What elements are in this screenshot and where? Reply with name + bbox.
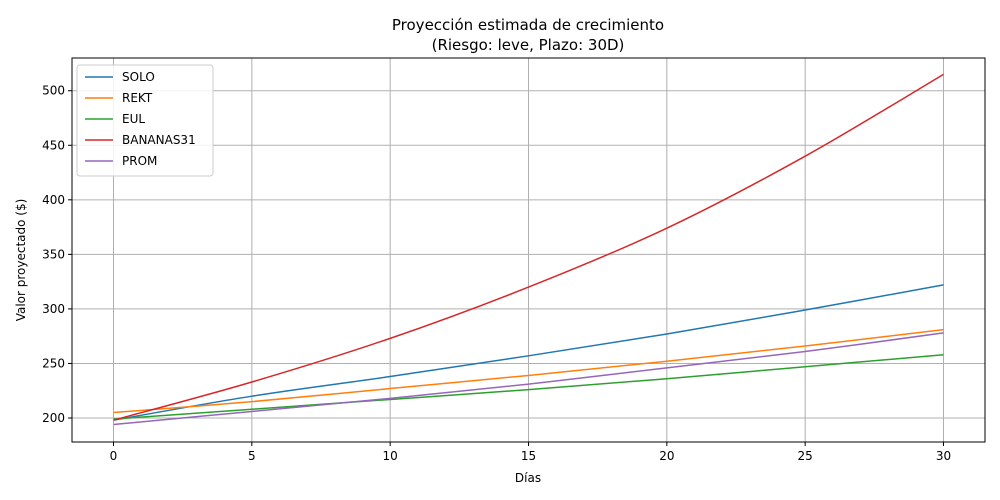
y-tick-label: 450 bbox=[42, 138, 65, 152]
series-line-eul bbox=[113, 353, 944, 420]
chart-subtitle: (Riesgo: leve, Plazo: 30D) bbox=[432, 36, 625, 54]
legend: SOLO REKT EUL BANANAS31 PROM bbox=[76, 64, 214, 177]
y-axis-label: Valor proyectado ($) bbox=[14, 199, 28, 322]
grid bbox=[72, 58, 985, 442]
x-tick-label: 30 bbox=[936, 449, 951, 463]
x-tick-label: 25 bbox=[798, 449, 813, 463]
y-axis-ticks: 200 250 300 350 400 450 500 bbox=[42, 84, 72, 425]
legend-label: BANANAS31 bbox=[122, 133, 196, 147]
series-layer bbox=[113, 73, 944, 426]
x-axis-label: Días bbox=[515, 471, 541, 485]
series-line-rekt bbox=[113, 328, 944, 414]
series-line-bananas31 bbox=[113, 73, 944, 421]
chart-title: Proyección estimada de crecimiento bbox=[392, 16, 664, 34]
series-line-solo bbox=[113, 284, 944, 421]
legend-label: PROM bbox=[122, 154, 157, 168]
x-tick-label: 10 bbox=[383, 449, 398, 463]
legend-label: SOLO bbox=[122, 70, 155, 84]
legend-box bbox=[76, 64, 214, 177]
x-tick-label: 20 bbox=[659, 449, 674, 463]
legend-label: EUL bbox=[122, 112, 145, 126]
x-tick-label: 0 bbox=[110, 449, 118, 463]
legend-label: REKT bbox=[122, 91, 153, 105]
y-tick-label: 400 bbox=[42, 193, 65, 207]
series-line-prom bbox=[113, 332, 944, 426]
y-tick-label: 200 bbox=[42, 411, 65, 425]
y-tick-label: 250 bbox=[42, 356, 65, 370]
x-axis-ticks: 0 5 10 15 20 25 30 bbox=[110, 442, 951, 463]
x-tick-label: 5 bbox=[248, 449, 256, 463]
y-tick-label: 350 bbox=[42, 247, 65, 261]
y-tick-label: 500 bbox=[42, 84, 65, 98]
x-tick-label: 15 bbox=[521, 449, 536, 463]
y-tick-label: 300 bbox=[42, 302, 65, 316]
